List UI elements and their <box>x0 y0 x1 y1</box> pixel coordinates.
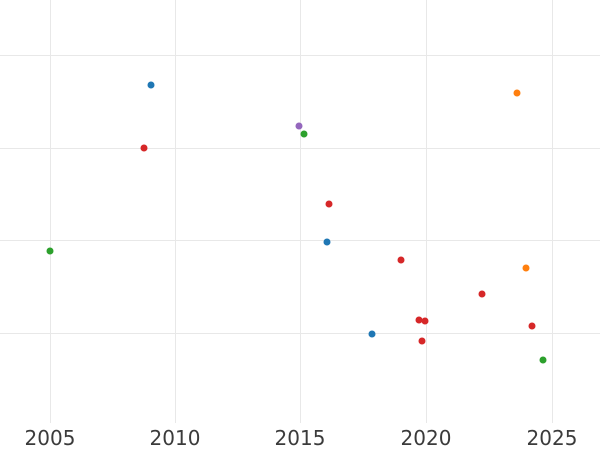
data-point <box>323 238 330 245</box>
gridline-vertical <box>552 0 553 423</box>
data-point <box>418 337 426 344</box>
gridline-vertical <box>300 0 301 423</box>
x-tick-label: 2005 <box>24 426 76 450</box>
gridline-vertical <box>50 0 51 423</box>
data-point <box>147 81 155 88</box>
x-tick-label: 2020 <box>400 426 452 450</box>
data-point <box>415 316 423 323</box>
data-point <box>46 247 53 255</box>
data-point <box>140 144 148 151</box>
data-point <box>397 256 405 264</box>
data-point <box>368 330 375 338</box>
x-tick-label: 2015 <box>274 426 326 450</box>
data-point <box>522 264 529 271</box>
gridline-vertical <box>175 0 176 423</box>
data-point <box>478 290 486 298</box>
data-point <box>528 322 536 330</box>
data-point <box>421 317 429 325</box>
data-point <box>300 130 307 137</box>
gridline-vertical <box>426 0 427 423</box>
x-tick-label: 2010 <box>149 426 201 450</box>
data-point <box>513 89 521 97</box>
data-point <box>295 122 303 130</box>
data-point <box>539 356 547 364</box>
x-tick-label: 2025 <box>526 426 578 450</box>
data-point <box>325 200 333 207</box>
